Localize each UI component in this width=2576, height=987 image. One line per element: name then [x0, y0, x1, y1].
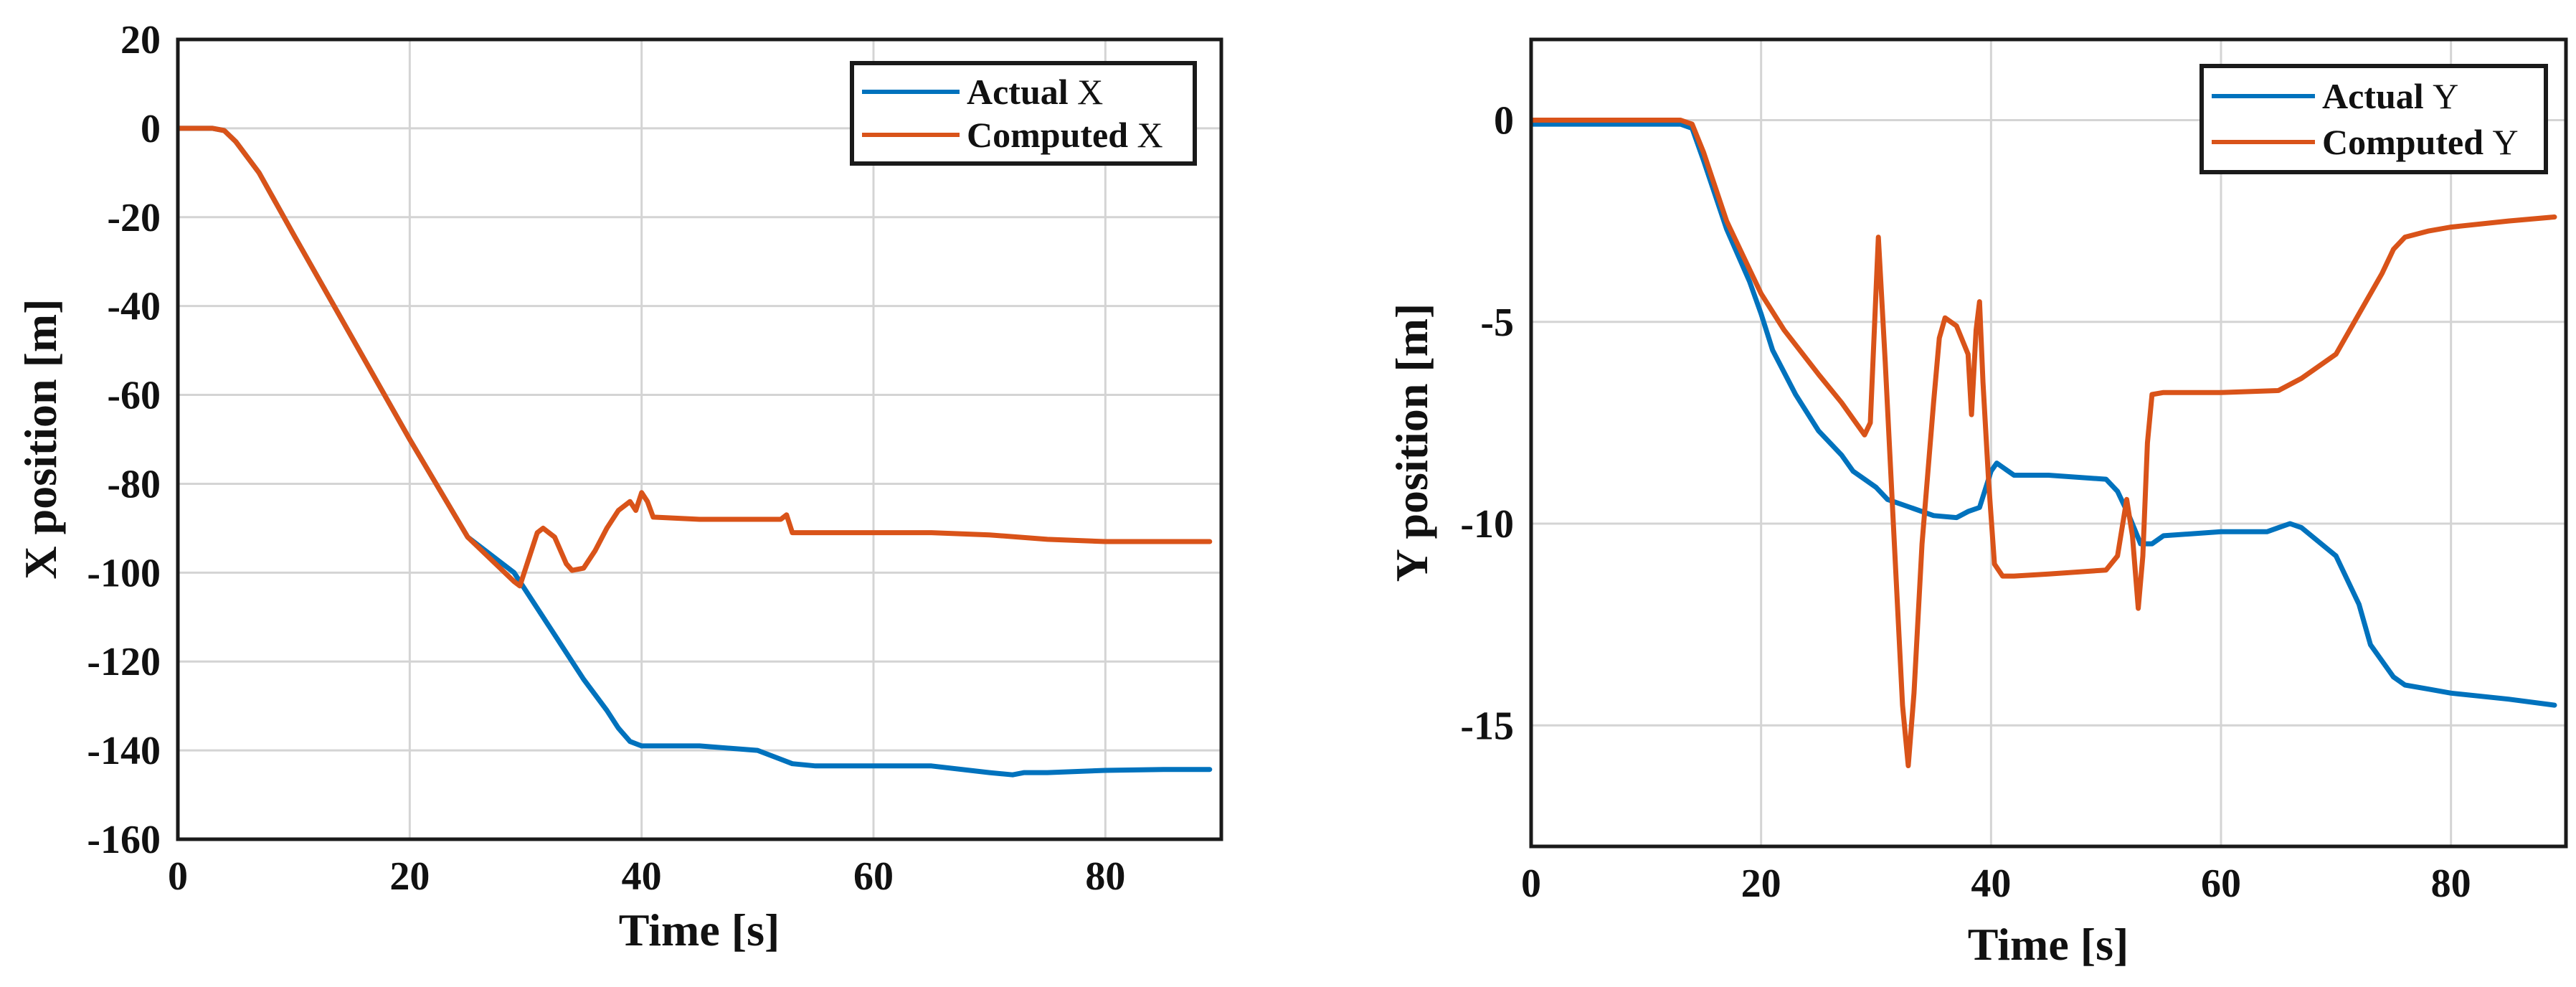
y-tick-label: 20	[120, 18, 161, 62]
plot-area	[178, 39, 1221, 839]
x-tick-label: 20	[389, 854, 430, 899]
x-tick-label: 0	[1521, 861, 1541, 906]
legend: Actual Y Computed Y	[2199, 64, 2548, 174]
x-tick-label: 20	[1741, 861, 1781, 906]
y-tick-label: -5	[1480, 301, 1514, 345]
legend-label-actual-y: Actual Y	[2322, 76, 2458, 116]
y-tick-label: -100	[87, 551, 161, 595]
x-axis-label: Time [s]	[1968, 919, 2129, 970]
y-tick-label: -80	[107, 462, 161, 506]
tick-labels: 0 20 40 60 80 0 -5 -10 -15	[1460, 99, 2471, 907]
y-tick-label: -15	[1460, 704, 1514, 748]
legend: Actual X Computed X	[850, 61, 1197, 166]
legend-box	[850, 61, 1197, 166]
series-group	[1531, 118, 2557, 768]
x-tick-label: 40	[1971, 861, 2011, 906]
y-tick-label: -40	[107, 285, 161, 329]
x-tick-label: 0	[168, 854, 188, 899]
y-tick-label: 0	[1494, 99, 1514, 143]
y-tick-label: -20	[107, 196, 161, 240]
legend-label-computed-x: Computed X	[967, 115, 1163, 155]
legend-label-computed-y: Computed Y	[2322, 122, 2519, 162]
x-axis-label: Time [s]	[619, 905, 780, 955]
gridlines	[178, 39, 1221, 839]
chart-y-position: 0 20 40 60 80 0 -5 -10 -15 Time [s] Y position […	[1386, 37, 2568, 970]
y-tick-label: -140	[87, 729, 161, 773]
y-tick-label: -10	[1460, 502, 1514, 547]
series-line-actual-y	[1531, 121, 2557, 708]
y-axis-label: X position [m]	[15, 298, 66, 579]
axes-box	[176, 37, 1223, 841]
x-tick-label: 60	[853, 854, 894, 899]
y-tick-label: -120	[87, 640, 161, 684]
x-tick-label: 40	[622, 854, 662, 899]
axes-box	[1529, 37, 2568, 849]
y-tick-label: -160	[87, 818, 161, 862]
y-tick-label: -60	[107, 374, 161, 418]
series-line-computed-y	[1531, 118, 2557, 768]
tick-labels: 0 20 40 60 80 20 0 -20 -40 -60 -80 -100 -120 -140 -160	[87, 18, 1125, 899]
x-tick-label: 80	[1085, 854, 1125, 899]
x-tick-label: 80	[2431, 861, 2471, 906]
x-tick-label: 60	[2201, 861, 2241, 906]
series-line-computed-x	[178, 126, 1213, 589]
chart-x-position: 0 20 40 60 80 20 0 -20 -40 -60 -80 -100 -120 -140 -160…	[15, 18, 1223, 955]
legend-label-actual-x: Actual X	[967, 72, 1103, 112]
y-tick-label: 0	[141, 107, 161, 151]
y-axis-label: Y position [m]	[1386, 303, 1437, 582]
series-group	[178, 126, 1213, 778]
legend-box	[2199, 64, 2548, 174]
